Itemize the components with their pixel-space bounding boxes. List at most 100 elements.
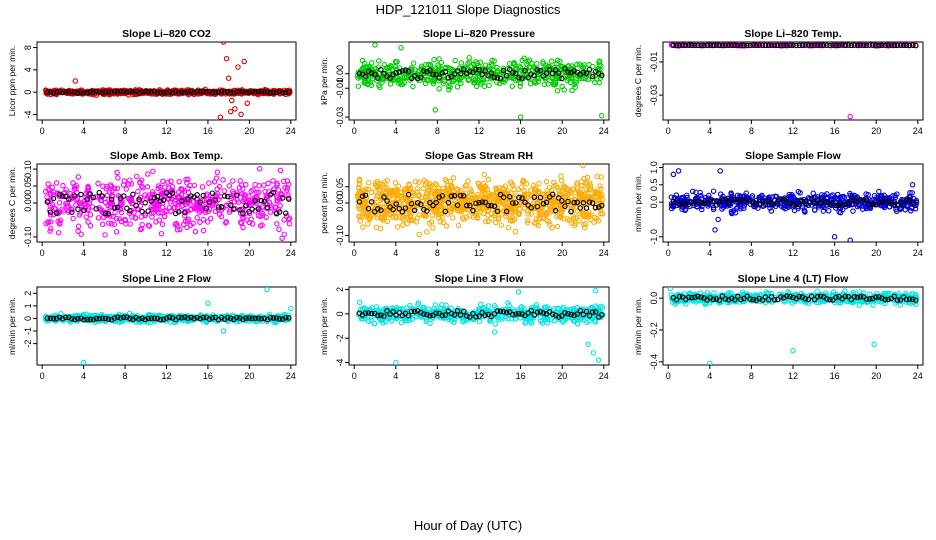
x-tick-label: 12 (161, 126, 171, 136)
data-point (460, 317, 467, 324)
reference-point (145, 315, 151, 322)
outlier-point (909, 182, 916, 188)
reference-point (793, 201, 799, 207)
reference-point (817, 42, 824, 49)
reference-point (154, 90, 161, 96)
data-point (527, 80, 534, 87)
y-tick-label: -2 (335, 334, 345, 342)
data-point (482, 62, 489, 68)
data-point (908, 208, 914, 214)
data-point (466, 54, 472, 61)
outlier-point (580, 164, 586, 169)
reference-point (707, 197, 713, 204)
reference-point (362, 310, 369, 316)
data-point (485, 212, 491, 219)
reference-point (381, 70, 387, 77)
data-point (125, 181, 132, 187)
data-point (155, 210, 162, 216)
data-point (256, 166, 263, 172)
reference-point (75, 90, 81, 96)
data-point (492, 219, 499, 226)
panel-title: Slope Li–820 Pressure (423, 28, 535, 40)
data-point (551, 179, 557, 186)
data-point (554, 306, 561, 312)
y-tick-label: -4 (23, 110, 33, 118)
data-point (159, 192, 166, 198)
data-point (383, 65, 390, 71)
reference-point (108, 196, 115, 203)
data-point (595, 218, 602, 224)
reference-point (154, 193, 161, 200)
x-tick-label: 4 (393, 371, 398, 381)
reference-point (716, 42, 723, 49)
outlier-point (220, 328, 227, 334)
reference-point (701, 42, 707, 49)
reference-point (286, 196, 292, 202)
data-point (463, 73, 470, 80)
x-tick-label: 24 (913, 126, 923, 136)
data-point (430, 225, 436, 231)
data-point (220, 177, 226, 183)
data-point (569, 87, 575, 94)
data-point (426, 220, 433, 226)
data-point (533, 220, 540, 227)
reference-point (713, 42, 720, 48)
reference-point (75, 206, 81, 213)
data-point (180, 221, 187, 228)
data-point (433, 182, 440, 188)
data-point (494, 64, 500, 71)
reference-point (172, 88, 179, 95)
data-point (541, 81, 548, 88)
data-point (559, 70, 565, 77)
data-point (46, 187, 53, 194)
reference-point (744, 195, 750, 202)
data-point (835, 197, 842, 203)
reference-point (571, 68, 577, 74)
data-point (795, 188, 802, 195)
data-point (907, 189, 913, 196)
data-point (87, 212, 94, 218)
data-point (570, 186, 577, 192)
reference-point (488, 70, 495, 76)
data-point (243, 210, 249, 216)
reference-point (267, 314, 274, 321)
reference-point (384, 198, 390, 204)
data-point (448, 182, 455, 188)
data-point (516, 210, 523, 216)
reference-point (833, 202, 839, 209)
reference-point (206, 199, 213, 205)
reference-point (258, 197, 265, 204)
data-point (455, 222, 462, 229)
data-point (125, 195, 132, 202)
data-point (507, 217, 513, 224)
data-point (521, 187, 527, 194)
reference-point (246, 89, 252, 95)
reference-point (221, 89, 228, 96)
reference-point (47, 209, 54, 215)
reference-point (414, 75, 421, 82)
x-tick-label: 12 (161, 248, 171, 258)
data-point (366, 179, 372, 186)
panel-title: Slope Li–820 CO2 (122, 28, 211, 40)
data-point (359, 214, 365, 220)
reference-point (750, 42, 756, 48)
x-tick-label: 16 (830, 126, 840, 136)
reference-point (111, 205, 118, 211)
data-point (787, 197, 793, 204)
data-point (175, 189, 182, 195)
x-tick-label: 8 (123, 248, 128, 258)
data-point (245, 197, 252, 203)
x-tick-label: 24 (599, 371, 609, 381)
data-point (274, 180, 280, 187)
points-layer (668, 168, 920, 242)
reference-point (799, 42, 806, 48)
data-point (491, 212, 498, 219)
reference-point (503, 72, 510, 79)
data-point (421, 177, 427, 184)
reference-point (531, 194, 538, 201)
data-point (452, 57, 459, 64)
data-point (589, 63, 596, 70)
reference-point (44, 89, 51, 95)
data-point (571, 81, 577, 88)
data-point (377, 84, 383, 91)
